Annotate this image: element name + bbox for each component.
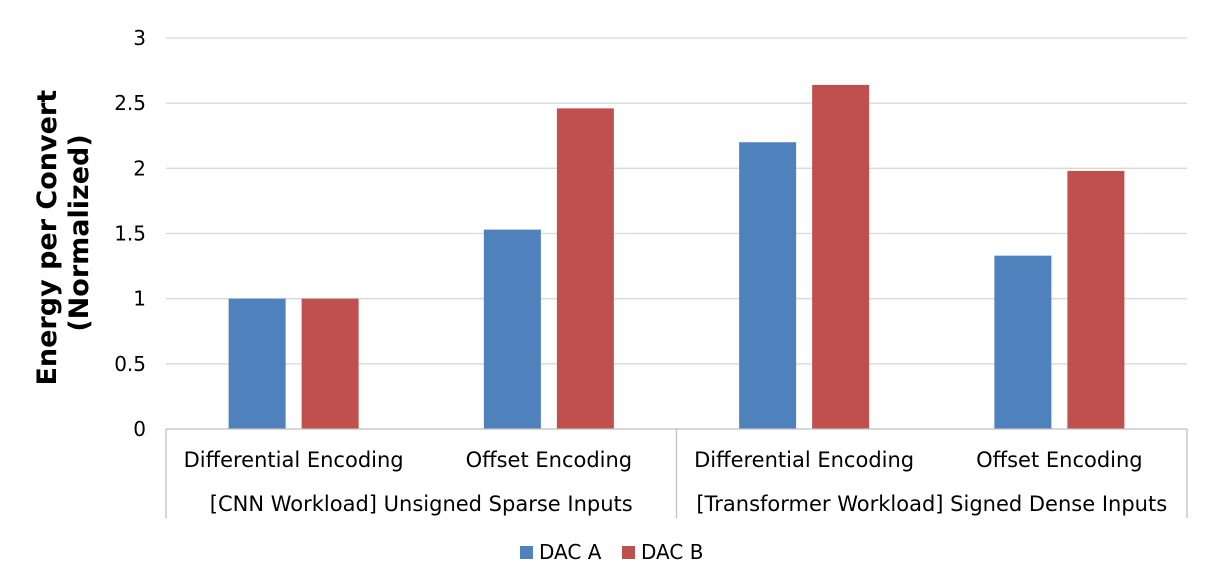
y-axis-ticks: 0 0.5 1 1.5 2 2.5 3 bbox=[114, 26, 146, 441]
bar-dac-b bbox=[1067, 170, 1125, 429]
y-tick-label: 2 bbox=[133, 156, 146, 180]
x-tick-label: Differential Encoding bbox=[184, 448, 404, 472]
y-tick-label: 3 bbox=[133, 26, 146, 50]
bar-dac-a bbox=[739, 142, 797, 429]
legend-label: DAC B bbox=[641, 540, 703, 564]
bar-dac-a bbox=[994, 255, 1052, 429]
y-axis-label-line-1: Energy per Convert bbox=[32, 90, 63, 386]
y-tick-label: 0 bbox=[133, 417, 146, 441]
x-group-label: [CNN Workload] Unsigned Sparse Inputs bbox=[210, 492, 633, 516]
legend: DAC A DAC B bbox=[520, 540, 703, 564]
legend-swatch bbox=[520, 546, 533, 559]
y-axis-label: Energy per Convert (Normalized) bbox=[32, 80, 95, 385]
bar-dac-a bbox=[483, 229, 541, 429]
bar-dac-b bbox=[556, 108, 614, 429]
x-group-label: [Transformer Workload] Signed Dense Inpu… bbox=[696, 492, 1167, 516]
y-tick-label: 2.5 bbox=[114, 91, 146, 115]
x-tick-label: Offset Encoding bbox=[976, 448, 1143, 472]
x-tick-label: Offset Encoding bbox=[466, 448, 633, 472]
bar-dac-a bbox=[228, 298, 286, 429]
legend-swatch bbox=[622, 546, 635, 559]
y-tick-label: 0.5 bbox=[114, 352, 146, 376]
y-tick-label: 1 bbox=[133, 287, 146, 311]
legend-label: DAC A bbox=[539, 540, 602, 564]
x-tick-label: Differential Encoding bbox=[694, 448, 914, 472]
x-axis: Differential Encoding Offset Encoding Diff… bbox=[165, 428, 1188, 518]
bar-dac-b bbox=[812, 84, 870, 430]
bar-dac-b bbox=[301, 298, 359, 429]
bars bbox=[228, 84, 1125, 430]
y-tick-label: 1.5 bbox=[114, 222, 146, 246]
y-axis-label-line-2: (Normalized) bbox=[64, 134, 95, 331]
